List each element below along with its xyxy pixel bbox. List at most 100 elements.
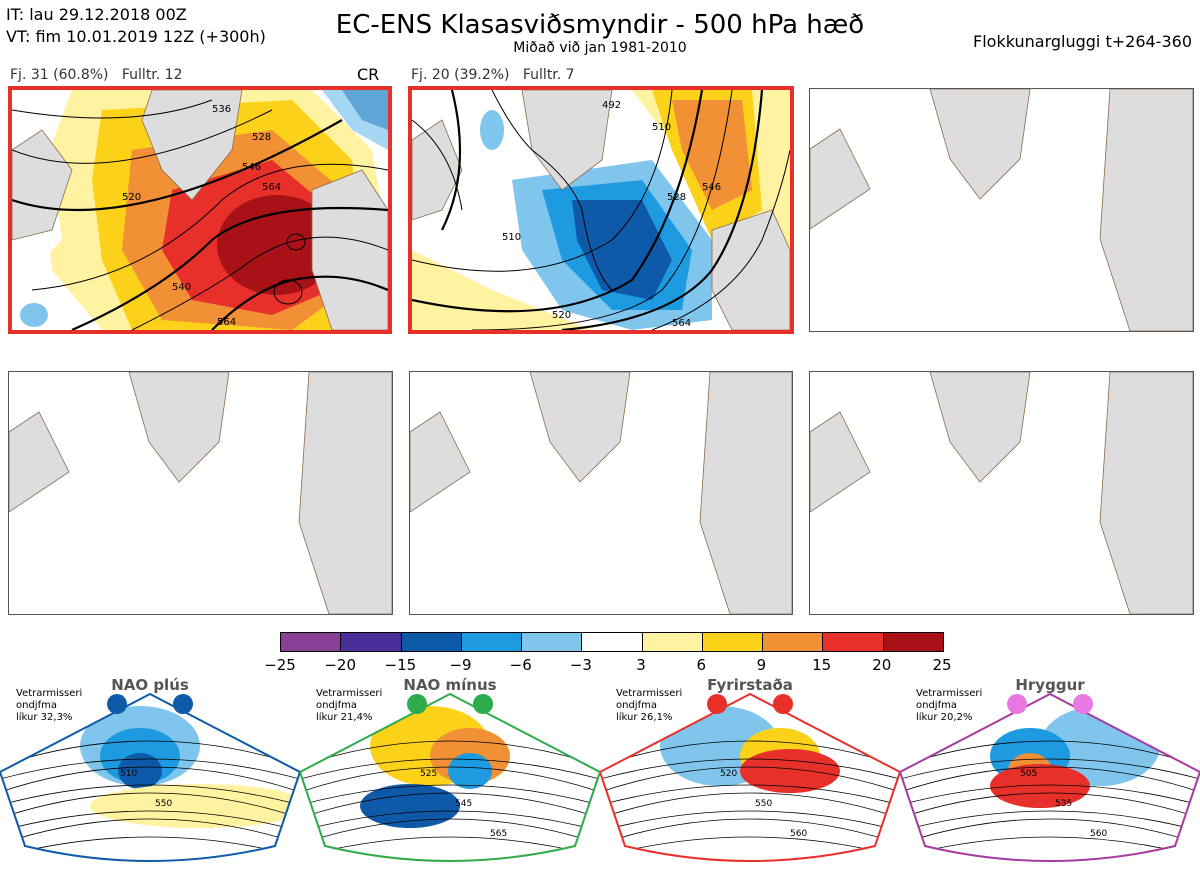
land-outline — [412, 90, 790, 330]
colorbar-swatch — [582, 633, 643, 651]
height-contour — [0, 740, 300, 767]
regime-map: 505 535 560 — [898, 692, 1200, 862]
empty-map-4 — [8, 371, 393, 615]
height-contour — [300, 766, 600, 793]
regime-title: Fyrirstaða — [707, 676, 793, 694]
svg-text:564: 564 — [672, 318, 691, 329]
colorbar-swatch — [642, 633, 703, 651]
colorbar-tick-label: −3 — [569, 656, 592, 674]
svg-text:520: 520 — [552, 310, 571, 321]
cluster-1-map[interactable]: 520 528 536 540 546 564 564 — [8, 86, 392, 334]
contour-label: 505 — [1020, 769, 1037, 779]
land-outline — [9, 372, 392, 614]
colorbar-tick-label: −25 — [264, 656, 296, 674]
regime-marker-dot — [473, 694, 493, 714]
colorbar-swatch — [702, 633, 764, 651]
colorbar-swatch — [883, 633, 943, 651]
svg-text:536: 536 — [212, 104, 231, 115]
anomaly-blob — [740, 749, 840, 793]
height-contour — [900, 784, 1200, 806]
height-contour — [900, 758, 1200, 780]
height-contour — [600, 792, 900, 819]
page-subtitle: Miðað við jan 1981-2010 — [513, 40, 687, 56]
height-contour — [0, 818, 300, 845]
colorbar-swatch — [281, 633, 342, 651]
regime-border — [598, 692, 902, 862]
colorbar — [280, 632, 944, 652]
anomaly-blob — [990, 764, 1090, 808]
height-contour — [900, 836, 1200, 858]
anomaly-blob — [118, 753, 162, 789]
colorbar-swatch — [823, 633, 884, 651]
cluster-2-label: Fj. 20 (39.2%) Fulltr. 7 — [411, 67, 575, 83]
regime-border — [0, 692, 302, 862]
regime-marker-dot — [1007, 694, 1027, 714]
regime-2: 525 545 565 NAO mínus Vetrarmisseri ondjfma lí… — [298, 676, 602, 871]
contour-labels: 492 510 510 520 528 546 564 — [502, 100, 721, 329]
regime-probability: Vetrarmisseri ondjfma líkur 32,3% — [16, 688, 83, 723]
height-contour — [600, 766, 900, 793]
svg-text:520: 520 — [122, 192, 141, 203]
land-outline — [12, 90, 388, 330]
land-outline — [810, 372, 1193, 614]
height-contour — [0, 784, 300, 806]
svg-text:540: 540 — [172, 282, 191, 293]
vt-line: VT: fim 10.01.2019 12Z (+300h) — [6, 27, 266, 46]
colorbar-tick-label: 3 — [636, 656, 646, 674]
colorbar-tick-label: −15 — [384, 656, 417, 674]
height-contour — [600, 836, 900, 858]
regime-title: NAO plús — [111, 676, 189, 694]
regime-marker-dot — [707, 694, 727, 714]
height-contour — [0, 766, 300, 793]
regime-probability: Vetrarmisseri ondjfma líkur 21,4% — [316, 688, 383, 723]
regime-marker-dot — [773, 694, 793, 714]
height-contour — [900, 818, 1200, 845]
height-contour — [900, 766, 1200, 793]
colorbar-swatch — [763, 633, 824, 651]
contour-label: 565 — [490, 829, 507, 839]
window-label: Flokkunargluggi t+264-360 — [973, 32, 1192, 51]
empty-map-6 — [809, 371, 1194, 615]
regime-marker-dot — [107, 694, 127, 714]
height-contour — [300, 758, 600, 780]
contour-label: 535 — [1055, 799, 1072, 809]
colorbar-tick-label: 9 — [756, 656, 767, 674]
contour-label: 510 — [120, 769, 137, 779]
colorbar-tick-label: −20 — [324, 656, 356, 674]
page-title: EC-ENS Klasasviðsmyndir - 500 hPa hæð — [335, 10, 865, 40]
height-contour — [900, 792, 1200, 819]
height-contour — [0, 810, 300, 832]
regime-title: Hryggur — [1015, 676, 1085, 694]
svg-text:564: 564 — [262, 182, 281, 193]
height-contour — [900, 740, 1200, 767]
anomaly-blob — [448, 753, 492, 789]
height-contour — [300, 740, 600, 767]
colorbar-swatch — [522, 633, 583, 651]
regime-probability: Vetrarmisseri ondjfma líkur 26,1% — [616, 688, 683, 723]
colorbar-tick-label: 15 — [812, 656, 832, 674]
contour-label: 560 — [790, 829, 807, 839]
colorbar-tick-label: 25 — [932, 656, 952, 674]
height-contour — [600, 784, 900, 806]
svg-text:564: 564 — [217, 317, 236, 328]
contour-label: 520 — [720, 769, 737, 779]
regime-marker-dot — [173, 694, 193, 714]
svg-text:528: 528 — [252, 132, 271, 143]
cluster-2-map[interactable]: 492 510 510 520 528 546 564 — [408, 86, 794, 334]
regime-map: 520 550 560 — [598, 692, 902, 862]
colorbar-swatch — [461, 633, 523, 651]
height-contour — [600, 740, 900, 767]
svg-text:492: 492 — [602, 100, 621, 111]
svg-text:528: 528 — [667, 192, 686, 203]
height-contour — [600, 758, 900, 780]
height-contour — [0, 836, 300, 858]
regime-marker-dot — [407, 694, 427, 714]
header-info: IT: lau 29.12.2018 00Z VT: fim 10.01.201… — [6, 4, 266, 48]
land-outline — [410, 372, 792, 614]
regime-border — [898, 692, 1200, 862]
contour-label: 550 — [755, 799, 772, 809]
regime-probability: Vetrarmisseri ondjfma líkur 20,2% — [916, 688, 983, 723]
height-contour — [900, 810, 1200, 832]
regime-border — [298, 692, 602, 862]
svg-text:546: 546 — [702, 182, 721, 193]
